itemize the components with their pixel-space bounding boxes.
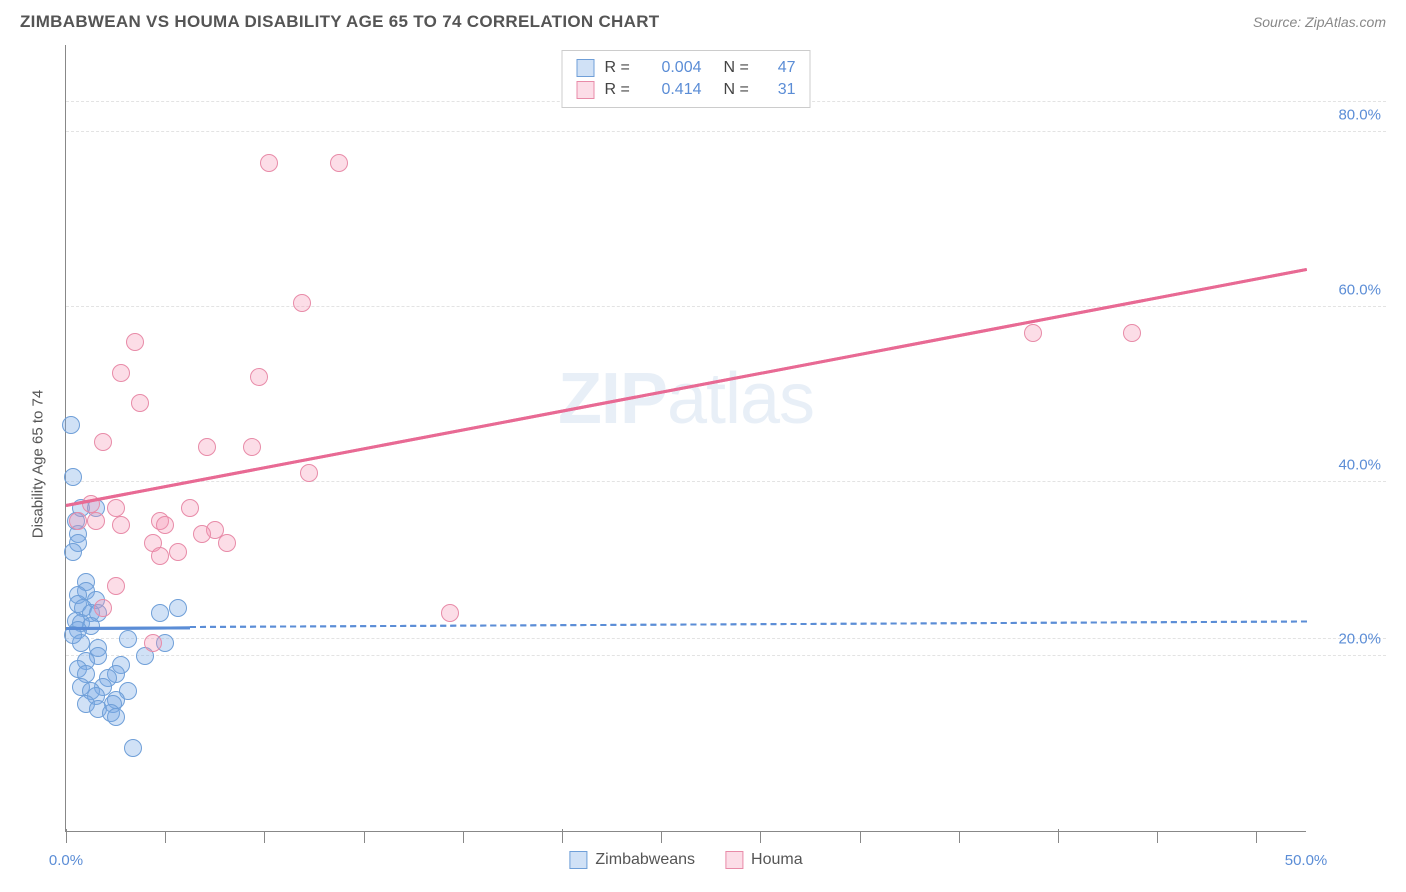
houma-point (144, 634, 162, 652)
houma-point (131, 394, 149, 412)
x-tick (165, 831, 166, 843)
zimbabwean-point (64, 543, 82, 561)
gridline (66, 638, 1386, 639)
x-tick (66, 829, 67, 843)
legend-item-houma: Houma (725, 851, 803, 869)
y-tick-label: 60.0% (1338, 282, 1381, 299)
chart-container: Disability Age 65 to 74 ZIPatlas R =0.00… (20, 45, 1386, 882)
houma-point (94, 599, 112, 617)
gridline (66, 481, 1386, 482)
legend-row: R = 0.004 N = 47 (577, 57, 796, 79)
legend-r-value: 0.004 (647, 59, 702, 77)
legend-n-value: 31 (766, 81, 796, 99)
zimbabwean-point (119, 630, 137, 648)
zimbabwean-trend-dashed (190, 620, 1307, 628)
y-axis-label: Disability Age 65 to 74 (30, 389, 47, 537)
legend-n-label: N = (724, 81, 756, 99)
x-tick-label: 0.0% (49, 852, 83, 869)
legend-n-value: 47 (766, 59, 796, 77)
legend-row: R = 0.414 N = 31 (577, 79, 796, 101)
houma-point (250, 368, 268, 386)
legend-series-label: Zimbabweans (595, 851, 695, 869)
x-tick (661, 831, 662, 843)
x-tick (760, 831, 761, 843)
houma-point (330, 154, 348, 172)
legend-swatch (725, 851, 743, 869)
x-tick (463, 831, 464, 843)
x-tick (1058, 829, 1059, 843)
houma-point (112, 364, 130, 382)
correlation-legend: R = 0.004 N = 47 R = 0.414 N = 31 (562, 50, 811, 108)
x-tick (1157, 831, 1158, 843)
gridline (66, 655, 1386, 656)
houma-point (218, 534, 236, 552)
houma-point (169, 543, 187, 561)
legend-n-label: N = (724, 59, 756, 77)
houma-point (193, 525, 211, 543)
gridline (66, 131, 1386, 132)
legend-swatch (577, 59, 595, 77)
legend-r-value: 0.414 (647, 81, 702, 99)
chart-title: ZIMBABWEAN VS HOUMA DISABILITY AGE 65 TO… (20, 12, 659, 32)
x-tick-label: 50.0% (1285, 852, 1328, 869)
legend-swatch (577, 81, 595, 99)
x-tick (860, 831, 861, 843)
houma-point (300, 464, 318, 482)
zimbabwean-point (169, 599, 187, 617)
series-legend: Zimbabweans Houma (569, 851, 802, 869)
source-attribution: Source: ZipAtlas.com (1253, 14, 1386, 30)
houma-point (260, 154, 278, 172)
houma-point (1123, 324, 1141, 342)
houma-point (112, 516, 130, 534)
x-tick (1256, 831, 1257, 843)
y-tick-label: 80.0% (1338, 107, 1381, 124)
houma-point (441, 604, 459, 622)
houma-point (293, 294, 311, 312)
gridline (66, 306, 1386, 307)
y-tick-label: 40.0% (1338, 456, 1381, 473)
houma-point (69, 512, 87, 530)
legend-r-label: R = (605, 81, 637, 99)
zimbabwean-point (151, 604, 169, 622)
zimbabwean-point (107, 708, 125, 726)
houma-point (181, 499, 199, 517)
plot-area: ZIPatlas R =0.004N =47R =0.414N =31 Zimb… (65, 45, 1306, 832)
houma-point (1024, 324, 1042, 342)
houma-point (107, 577, 125, 595)
houma-point (87, 512, 105, 530)
x-tick (959, 831, 960, 843)
x-tick (562, 829, 563, 843)
legend-series-label: Houma (751, 851, 803, 869)
legend-r-label: R = (605, 59, 637, 77)
legend-item-zimbabwean: Zimbabweans (569, 851, 695, 869)
houma-point (126, 333, 144, 351)
x-tick (364, 831, 365, 843)
zimbabwean-trend-solid (66, 626, 190, 629)
legend-swatch (569, 851, 587, 869)
houma-point (243, 438, 261, 456)
zimbabwean-point (64, 468, 82, 486)
y-tick-label: 20.0% (1338, 631, 1381, 648)
houma-point (94, 433, 112, 451)
zimbabwean-point (124, 739, 142, 757)
houma-point (151, 547, 169, 565)
houma-trend-solid (66, 268, 1307, 507)
houma-point (156, 516, 174, 534)
houma-point (198, 438, 216, 456)
x-tick (264, 831, 265, 843)
houma-point (107, 499, 125, 517)
zimbabwean-point (62, 416, 80, 434)
